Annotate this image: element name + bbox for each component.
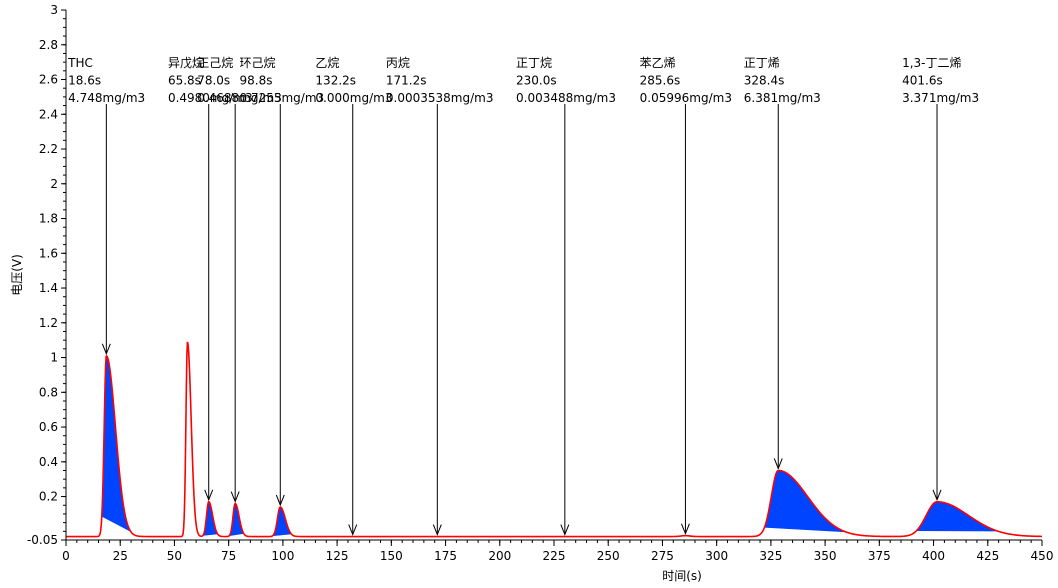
peak-time-1: 65.8s xyxy=(168,74,201,88)
peak-conc-5: 0.0003538mg/m3 xyxy=(386,91,494,105)
y-tick-label-12: 2.4 xyxy=(39,107,58,121)
peak-fill-8 xyxy=(764,470,847,533)
peak-name-3: 环己烷 xyxy=(240,56,276,70)
x-tick-label-1: 25 xyxy=(113,549,128,563)
y-tick-label-5: 1 xyxy=(50,351,58,365)
peak-conc-6: 0.003488mg/m3 xyxy=(516,91,616,105)
peak-conc-8: 6.381mg/m3 xyxy=(744,91,821,105)
peak-name-0: THC xyxy=(67,56,93,70)
y-axis-title: 电压(V) xyxy=(10,254,24,296)
x-tick-label-6: 150 xyxy=(380,549,403,563)
x-tick-label-3: 75 xyxy=(221,549,236,563)
peak-time-6: 230.0s xyxy=(516,74,557,88)
peak-conc-2: 0.4688mg/m3 xyxy=(197,91,282,105)
peak-name-9: 1,3-丁二烯 xyxy=(902,56,961,70)
y-tick-label-10: 2 xyxy=(50,177,58,191)
y-tick-label-1: 0.2 xyxy=(39,490,58,504)
peak-name-6: 正丁烷 xyxy=(516,56,552,70)
signal-curve-layer xyxy=(66,341,1043,538)
peak-time-9: 401.6s xyxy=(902,74,943,88)
peak-fill-2 xyxy=(228,503,244,537)
y-tick-label-13: 2.6 xyxy=(39,73,58,87)
peak-conc-7: 0.05996mg/m3 xyxy=(640,91,732,105)
x-tick-label-13: 325 xyxy=(759,549,782,563)
y-tick-label-9: 1.8 xyxy=(39,212,58,226)
peak-name-8: 正丁烯 xyxy=(744,56,780,70)
peak-name-4: 乙烷 xyxy=(315,56,339,70)
peak-arrow-head-9 xyxy=(932,489,942,502)
axes xyxy=(65,10,1042,541)
peak-arrow-head-1 xyxy=(204,489,214,502)
y-tick-label-11: 2.2 xyxy=(39,142,58,156)
peak-name-5: 丙烷 xyxy=(386,56,410,70)
y-tick-label-15: 3 xyxy=(50,3,58,17)
peak-name-1: 异戊烷 xyxy=(168,56,204,70)
peak-conc-0: 4.748mg/m3 xyxy=(68,91,145,105)
x-tick-label-17: 425 xyxy=(976,549,999,563)
peak-fill-1 xyxy=(202,501,218,536)
signal-line xyxy=(66,341,1043,538)
peak-arrow-head-7 xyxy=(680,523,690,536)
x-tick-label-11: 275 xyxy=(651,549,674,563)
x-tick-label-8: 200 xyxy=(488,549,511,563)
peak-arrow-head-8 xyxy=(773,458,783,470)
x-tick-label-2: 50 xyxy=(167,549,182,563)
peak-name-7: 苯乙烯 xyxy=(640,56,676,70)
peak-fills xyxy=(101,355,999,537)
x-tick-label-7: 175 xyxy=(434,549,457,563)
x-tick-label-0: 0 xyxy=(62,549,70,563)
x-tick-label-16: 400 xyxy=(922,549,945,563)
peak-fill-9 xyxy=(916,501,999,532)
x-tick-label-10: 250 xyxy=(597,549,620,563)
peak-arrow-head-3 xyxy=(275,494,285,507)
y-tick-label-0: -0.05 xyxy=(27,533,58,547)
x-tick-label-12: 300 xyxy=(705,549,728,563)
peak-conc-3: 0.7255mg/m3 xyxy=(240,91,325,105)
peak-time-2: 78.0s xyxy=(197,74,230,88)
y-tick-label-3: 0.6 xyxy=(39,420,58,434)
peak-fill-3 xyxy=(272,507,292,537)
x-tick-label-14: 350 xyxy=(814,549,837,563)
x-tick-label-15: 375 xyxy=(868,549,891,563)
y-tick-label-6: 1.2 xyxy=(39,316,58,330)
peak-conc-4: 0.000mg/m3 xyxy=(315,91,392,105)
peak-arrow-head-6 xyxy=(560,524,570,536)
peak-arrow-head-4 xyxy=(348,524,358,536)
peak-name-2: 正己烷 xyxy=(197,56,233,70)
peak-time-3: 98.8s xyxy=(240,74,273,88)
y-tick-label-14: 2.8 xyxy=(39,38,58,52)
peak-arrow-head-2 xyxy=(230,491,240,503)
x-tick-label-9: 225 xyxy=(543,549,566,563)
x-ticks: 0 25 50 75 100 125 150 175 200 225 250 275 300 325 350… xyxy=(62,540,1053,563)
x-tick-label-4: 100 xyxy=(271,549,294,563)
peak-arrow-head-0 xyxy=(101,343,111,356)
x-axis-title: 时间(s) xyxy=(662,569,702,583)
y-tick-label-4: 0.8 xyxy=(39,385,58,399)
peak-time-8: 328.4s xyxy=(744,74,785,88)
peak-arrow-head-5 xyxy=(432,524,442,536)
y-ticks: -0.05 0.2 0.4 0.6 0.8 1 1.2 1.4 1.6 1.8 2 2.2 2.4 2.6… xyxy=(27,3,66,547)
peak-time-5: 171.2s xyxy=(386,74,427,88)
x-tick-label-5: 125 xyxy=(326,549,349,563)
peak-time-0: 18.6s xyxy=(68,74,101,88)
x-tick-label-18: 450 xyxy=(1031,549,1054,563)
y-tick-label-8: 1.6 xyxy=(39,246,58,260)
peak-annotations: THC 18.6s 4.748mg/m3 异戊烷 65.8s 0.4980mg/m3 正己烷… xyxy=(67,56,979,536)
peak-conc-1: 0.4980mg/m3 xyxy=(168,91,253,105)
peak-time-4: 132.2s xyxy=(315,74,356,88)
peak-time-7: 285.6s xyxy=(640,74,681,88)
y-tick-label-2: 0.4 xyxy=(39,455,58,469)
peak-conc-9: 3.371mg/m3 xyxy=(902,91,979,105)
y-tick-label-7: 1.4 xyxy=(39,281,58,295)
